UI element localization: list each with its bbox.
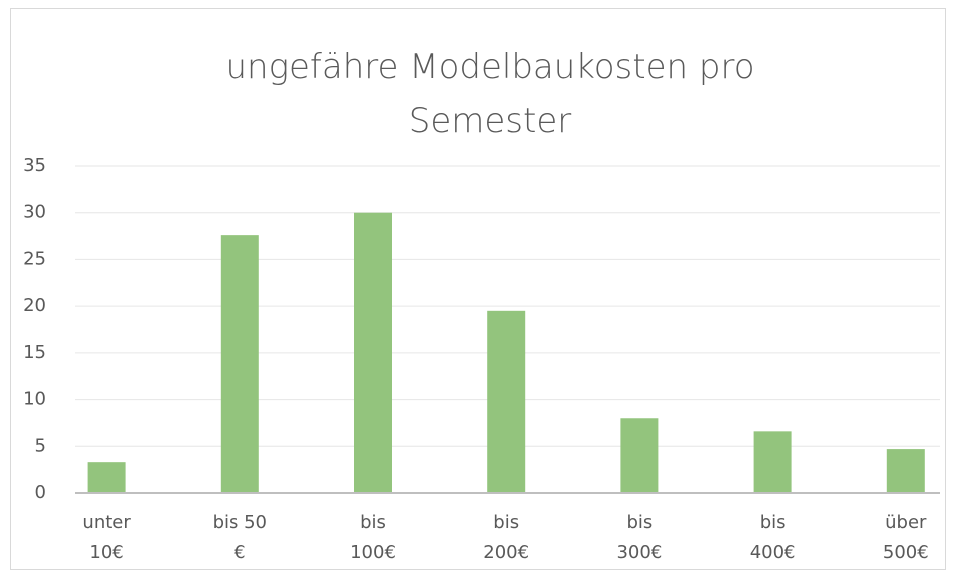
- bar: [620, 418, 659, 493]
- chart-frame: [10, 8, 946, 570]
- y-tick-label: 15: [23, 342, 46, 363]
- x-tick-label: bis 100€: [350, 512, 396, 563]
- x-tick-label: bis 50 €: [212, 512, 268, 563]
- x-tick-label: unter 10€: [82, 512, 131, 563]
- x-tick-label: bis 400€: [749, 512, 796, 563]
- y-tick-label: 25: [23, 248, 46, 269]
- y-tick-label: 35: [23, 155, 46, 176]
- x-tick-label: über 500€: [882, 512, 929, 563]
- bar: [354, 212, 392, 493]
- y-tick-label: 10: [23, 389, 46, 410]
- bar: [886, 449, 925, 493]
- bar: [753, 431, 792, 493]
- bar: [87, 462, 126, 493]
- y-tick-label: 5: [35, 435, 46, 456]
- chart-title: ungefähre Modelbaukosten pro Semester: [225, 47, 755, 141]
- bar: [220, 235, 259, 493]
- y-tick-label: 0: [35, 482, 46, 503]
- x-tick-label: bis 300€: [616, 512, 663, 563]
- y-tick-label: 30: [23, 202, 46, 223]
- y-tick-label: 20: [23, 295, 46, 316]
- x-tick-label: bis 200€: [483, 512, 530, 563]
- bar: [487, 310, 526, 493]
